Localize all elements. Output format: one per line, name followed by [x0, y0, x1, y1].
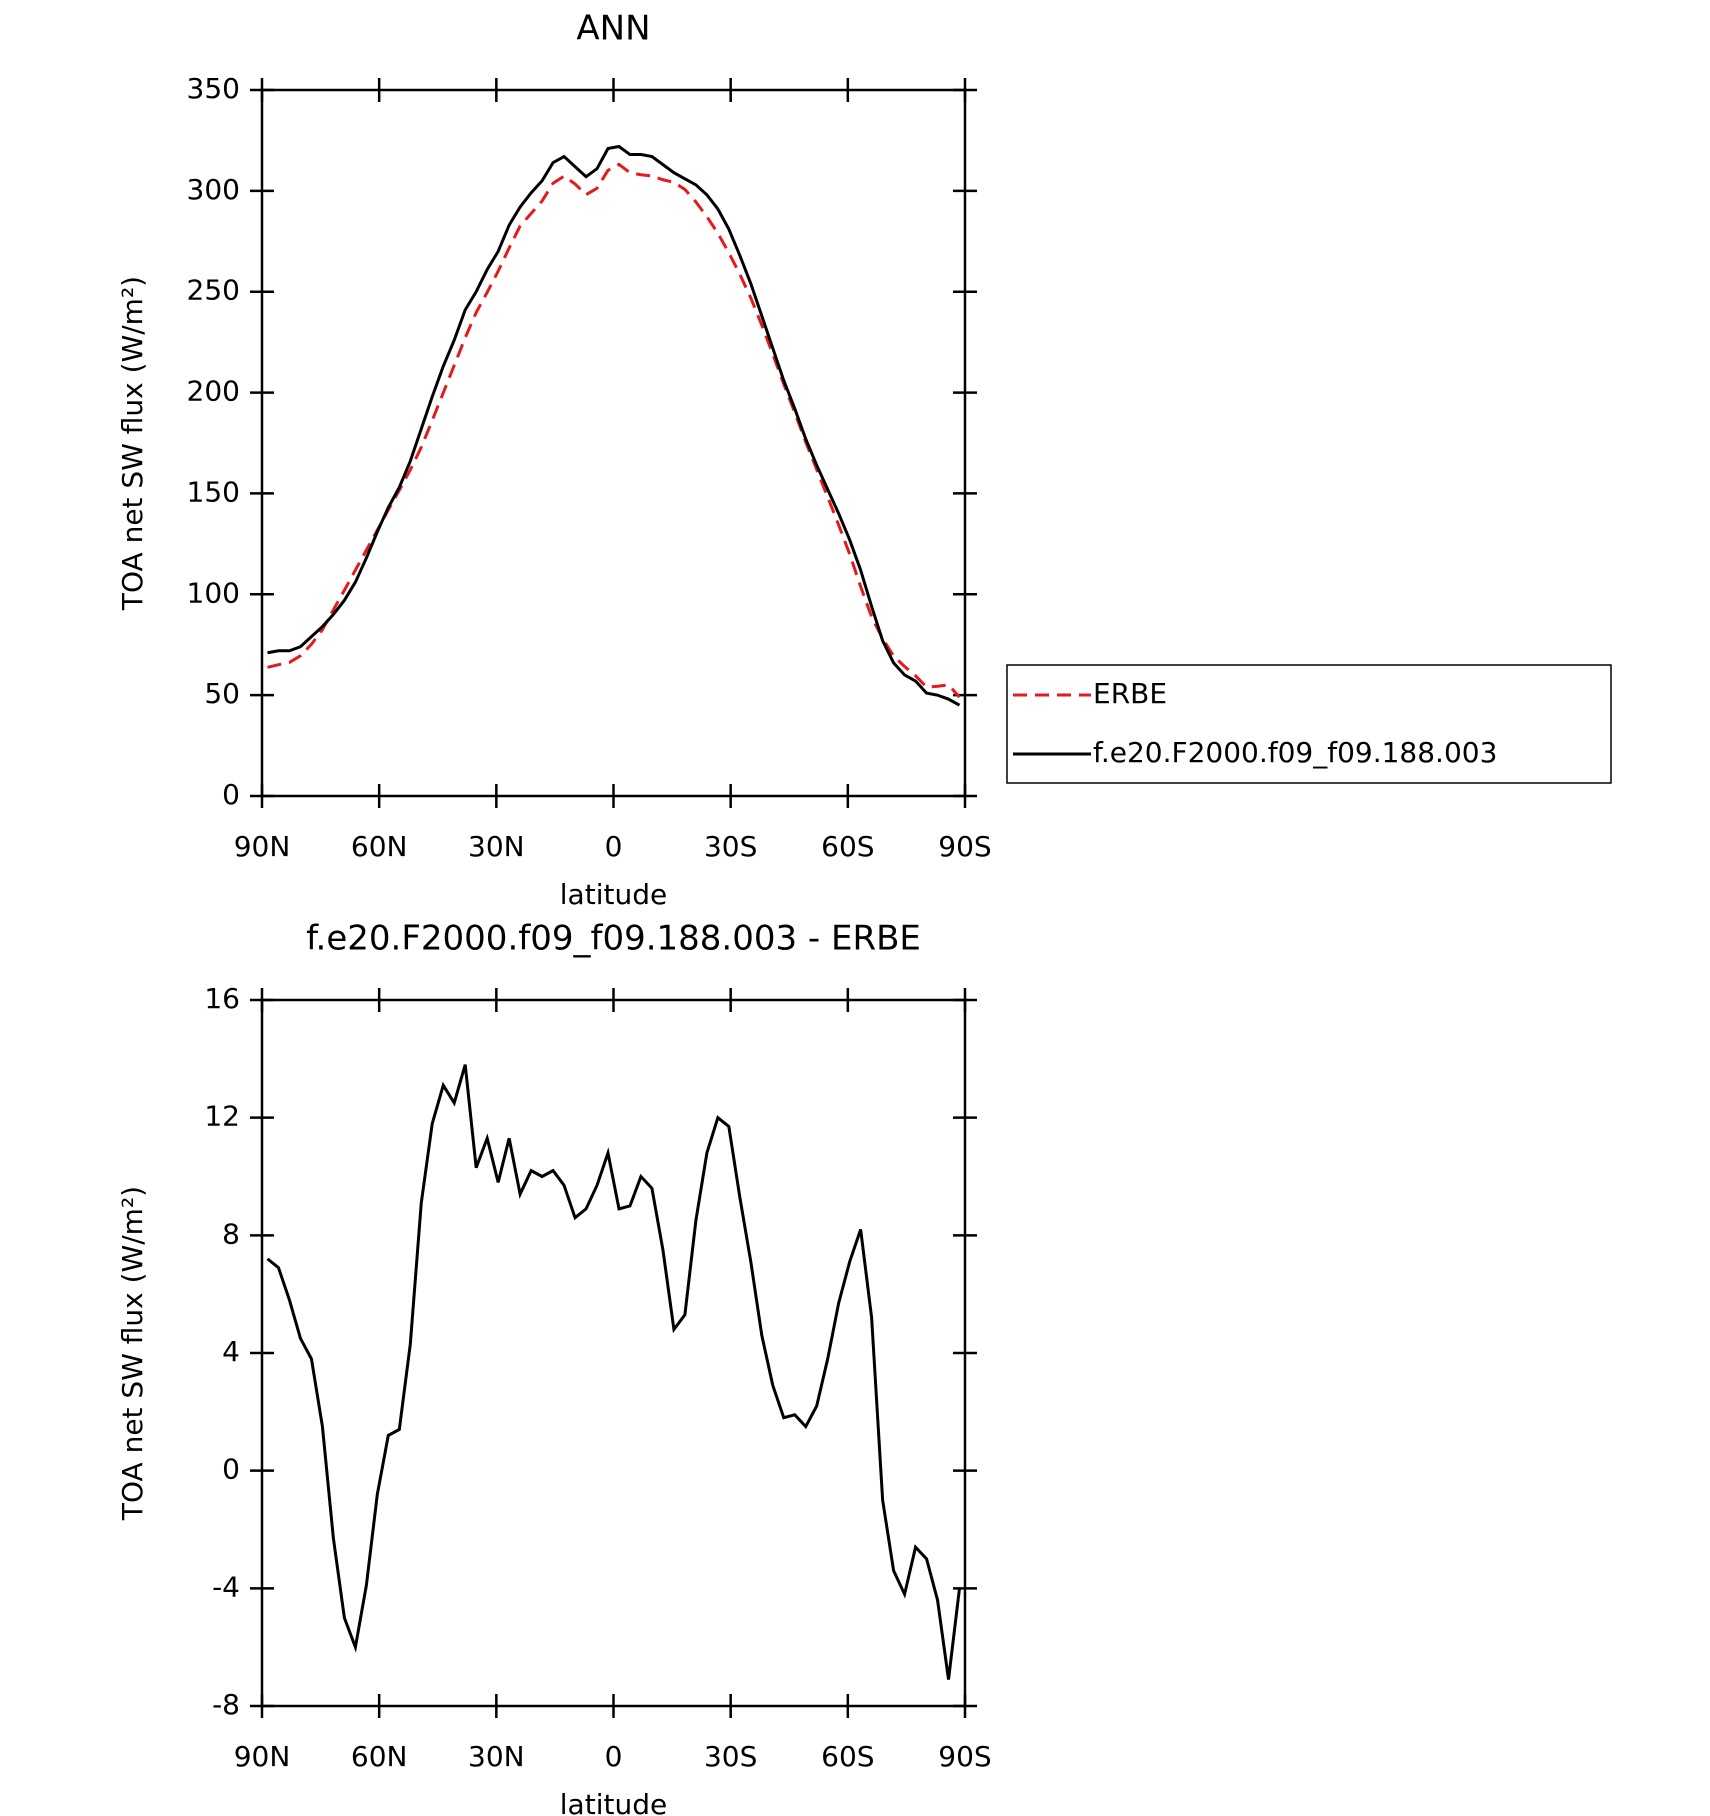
x-tick-label: 30N	[468, 830, 525, 863]
y-tick-label: 0	[222, 1453, 240, 1486]
y-tick-label: 100	[187, 576, 240, 609]
x-tick-label: 30S	[704, 1740, 757, 1773]
x-tick-label: 90S	[938, 1740, 991, 1773]
legend-label: f.e20.F2000.f09_f09.188.003	[1093, 736, 1497, 769]
y-tick-label: 200	[187, 375, 240, 408]
x-tick-label: 90S	[938, 830, 991, 863]
y-tick-label: 150	[187, 475, 240, 508]
x-tick-label: 30N	[468, 1740, 525, 1773]
x-tick-label: 30S	[704, 830, 757, 863]
chart-title: ANN	[576, 9, 650, 49]
y-axis-label: TOA net SW flux (W/m²)	[116, 276, 149, 611]
y-tick-label: 0	[222, 778, 240, 811]
y-tick-label: 350	[187, 72, 240, 105]
x-axis-label: latitude	[560, 878, 667, 911]
x-tick-label: 60N	[351, 830, 408, 863]
data-line	[267, 162, 961, 699]
x-tick-label: 60S	[821, 830, 874, 863]
x-tick-label: 90N	[234, 1740, 291, 1773]
y-axis-label: TOA net SW flux (W/m²)	[116, 1186, 149, 1521]
plot-frame	[260, 88, 967, 798]
y-tick-label: 250	[187, 274, 240, 307]
x-tick-label: 90N	[234, 830, 291, 863]
y-tick-label: -4	[212, 1570, 240, 1603]
y-tick-label: -8	[212, 1688, 240, 1721]
data-line	[266, 1064, 961, 1680]
y-tick-label: 4	[222, 1335, 240, 1368]
x-tick-label: 0	[605, 1740, 623, 1773]
x-tick-label: 60S	[821, 1740, 874, 1773]
chart-title: f.e20.F2000.f09_f09.188.003 - ERBE	[306, 919, 921, 959]
legend-label: ERBE	[1093, 677, 1167, 710]
y-tick-label: 16	[204, 982, 240, 1015]
y-tick-label: 12	[204, 1100, 240, 1133]
data-line	[267, 144, 961, 707]
y-tick-label: 50	[204, 677, 240, 710]
legend-box	[1006, 664, 1612, 784]
y-tick-label: 8	[222, 1217, 240, 1250]
x-axis-label: latitude	[560, 1788, 667, 1816]
x-tick-label: 60N	[351, 1740, 408, 1773]
x-tick-label: 0	[605, 830, 623, 863]
plot-frame	[260, 998, 967, 1708]
y-tick-label: 300	[187, 173, 240, 206]
